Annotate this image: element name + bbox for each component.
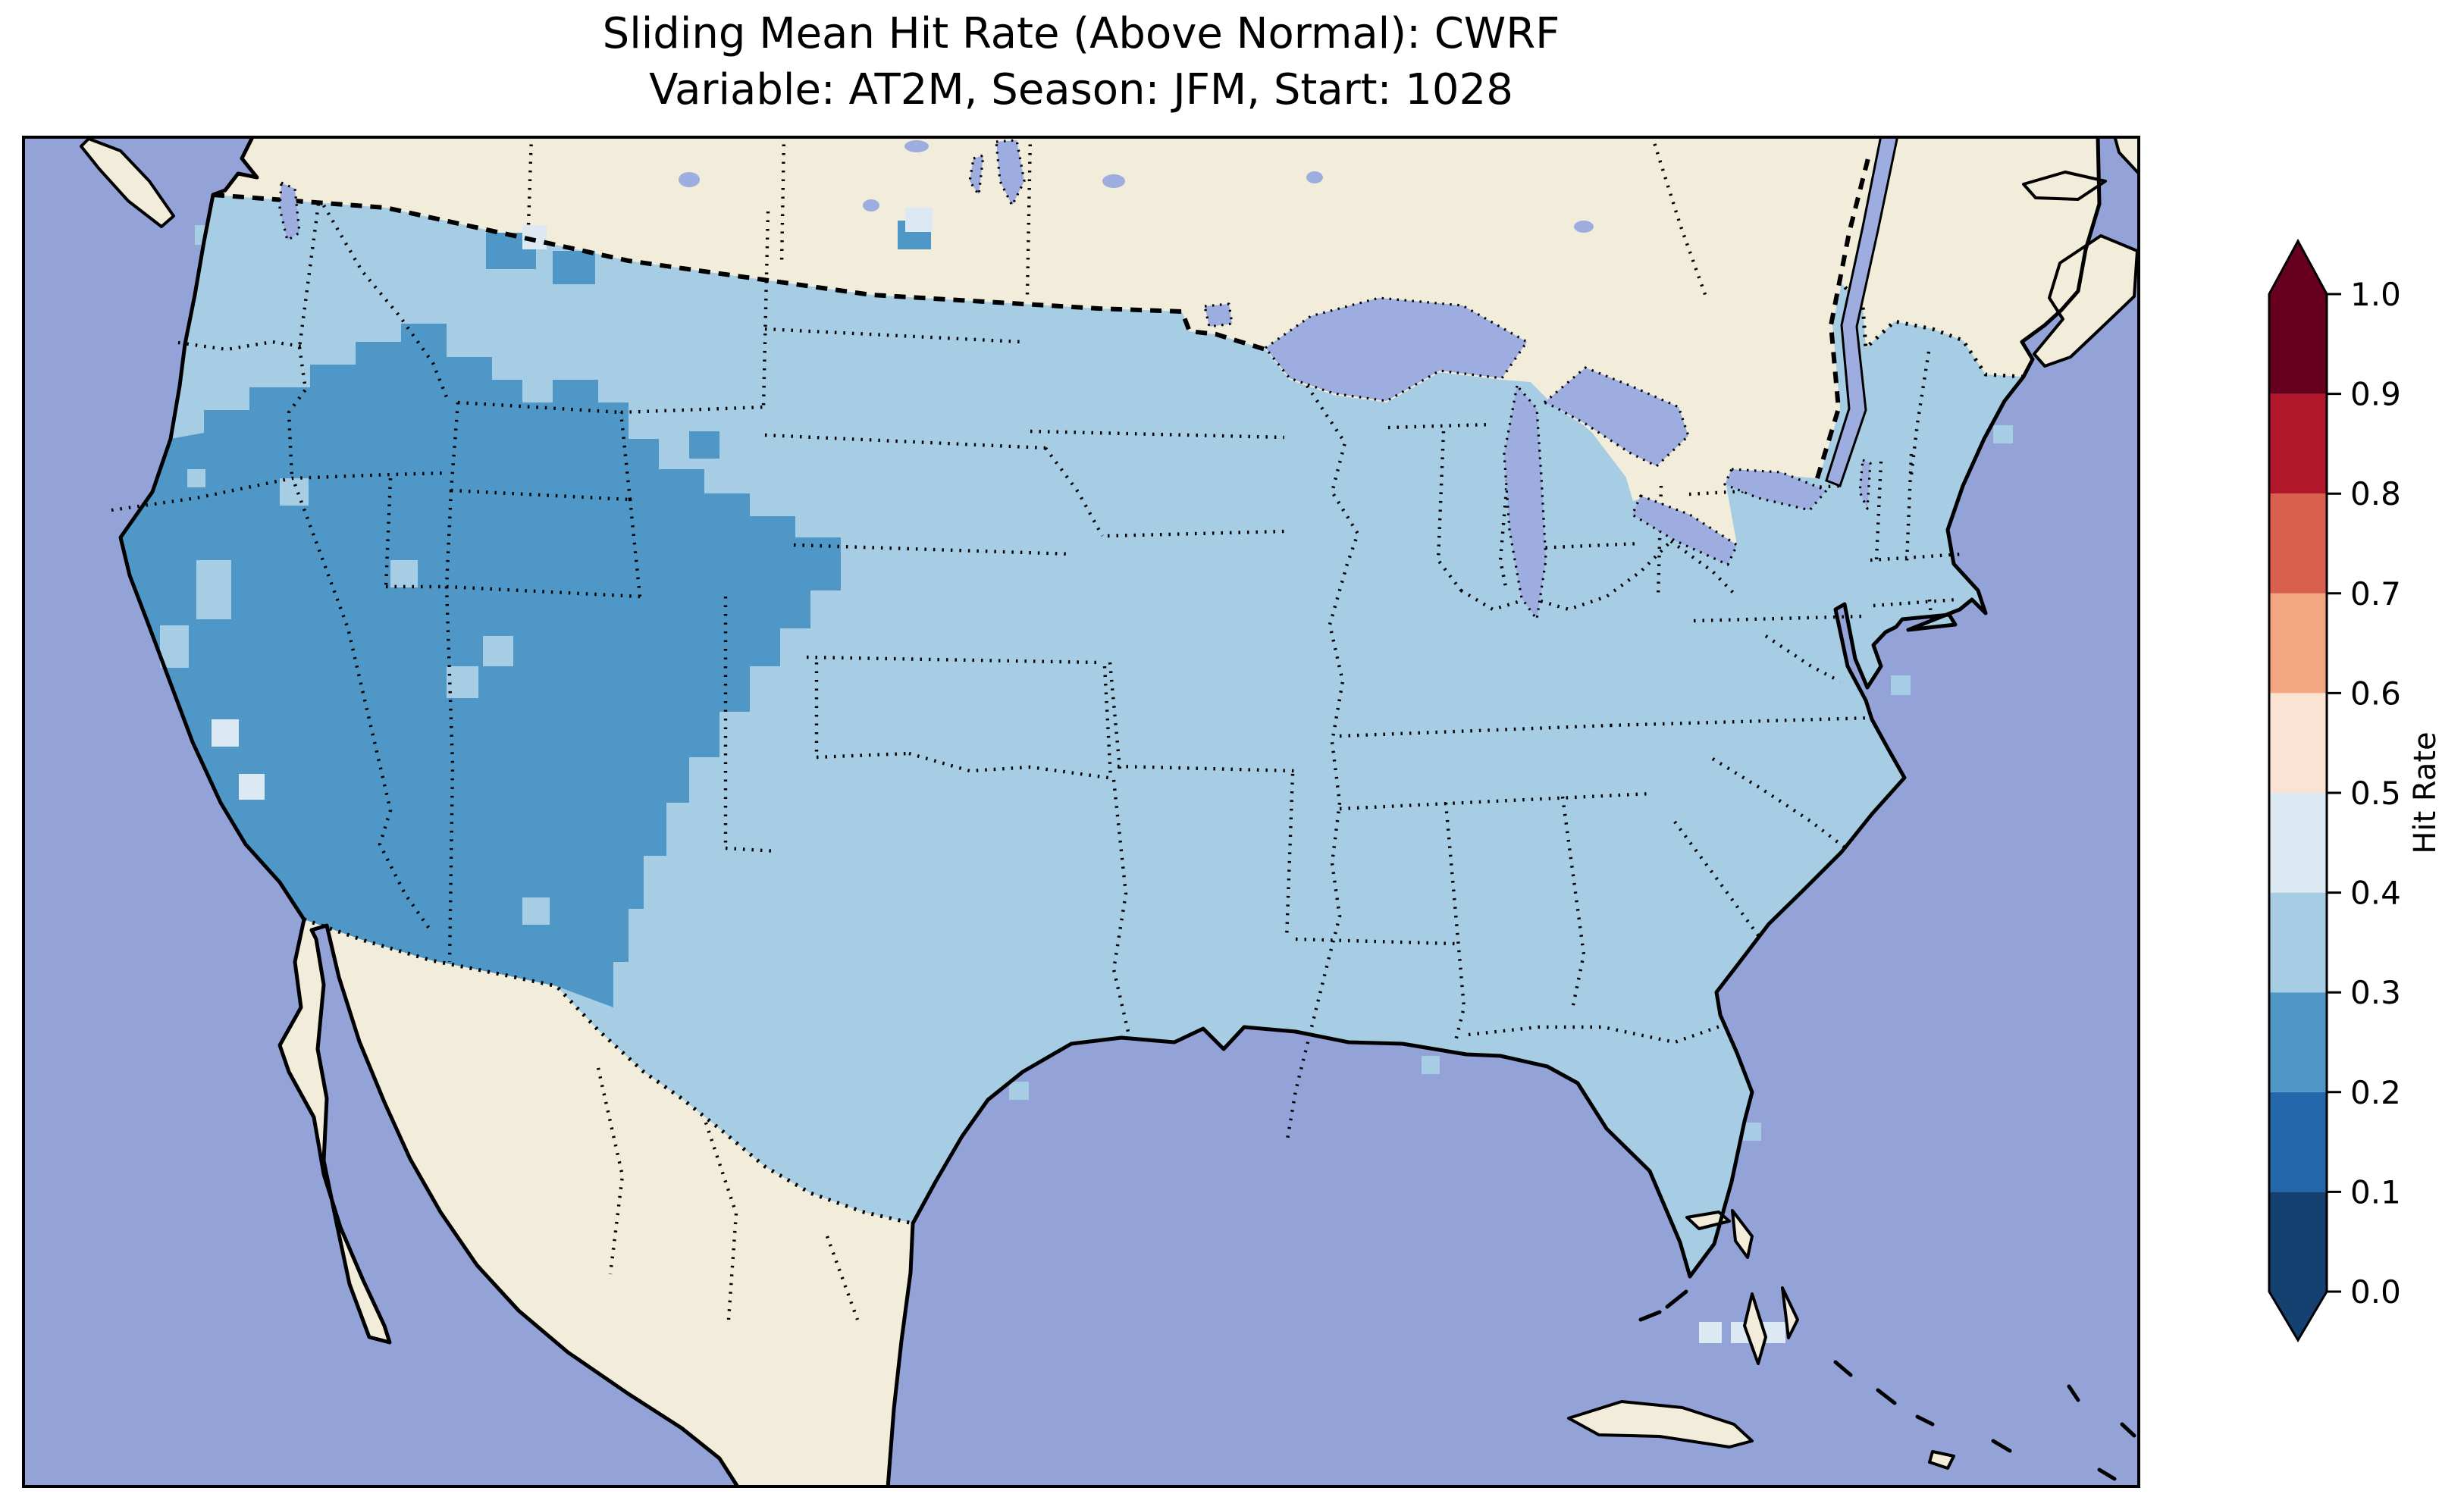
dark-band-cells	[486, 221, 931, 459]
state-borders-west	[111, 203, 777, 963]
colorbar: 1.0 0.9 0.8 0.7 0.6 0.5 0.4 0.3 0.2 0.1 …	[2244, 220, 2464, 1380]
figure-title: Sliding Mean Hit Rate (Above Normal): CW…	[22, 6, 2140, 118]
map-svg	[22, 136, 2140, 1488]
canadian-lake	[1574, 221, 1594, 233]
state-borders-northeast	[1656, 351, 1964, 683]
coastline-gulf-and-atlantic	[886, 136, 2102, 1488]
andros-island	[1743, 1292, 1767, 1365]
map-frame	[22, 136, 2140, 1488]
tick-label-0.5: 0.5	[2350, 775, 2401, 812]
canadian-lake	[1102, 174, 1125, 188]
mid-band-cells	[160, 478, 550, 925]
colorbar-band-8	[2269, 393, 2327, 494]
page-title-line1: Sliding Mean Hit Rate (Above Normal): CW…	[602, 9, 1560, 58]
tick-label-0.1: 0.1	[2350, 1173, 2401, 1211]
prince-edward-island	[2022, 171, 2107, 201]
state-borders-plains	[764, 327, 1296, 1042]
lake-erie	[1631, 494, 1738, 566]
vancouver-island	[80, 137, 175, 228]
florida-keys-and-small-islands	[1638, 1289, 2136, 1481]
state-borders-south	[1284, 716, 1873, 1045]
colorbar-tick-labels: 1.0 0.9 0.8 0.7 0.6 0.5 0.4 0.3 0.2 0.1 …	[2350, 276, 2401, 1311]
canadian-lake	[863, 199, 879, 211]
state-borders-mexico	[596, 1067, 860, 1320]
tick-label-0.9: 0.9	[2350, 376, 2401, 413]
lake-winnipeg	[995, 139, 1026, 207]
coastal-fringe-cells	[187, 225, 2013, 1141]
newfoundland-corner	[2113, 136, 2140, 177]
tick-label-0.3: 0.3	[2350, 974, 2401, 1011]
canadian-lake	[1306, 171, 1323, 183]
colorbar-band-9	[2269, 294, 2327, 394]
lake-michigan	[1503, 384, 1547, 621]
light-band-cells	[212, 208, 1785, 1343]
colorbar-band-1	[2269, 1092, 2327, 1192]
tick-label-0.0: 0.0	[2350, 1273, 2401, 1311]
grand-bahama	[1685, 1211, 1731, 1230]
great-inagua	[1928, 1450, 1955, 1470]
cuba	[1567, 1400, 1754, 1449]
colorbar-band-5	[2269, 693, 2327, 793]
tick-label-0.7: 0.7	[2350, 575, 2401, 612]
lake-of-the-woods	[1203, 302, 1234, 328]
st-lawrence-river	[1825, 136, 1899, 487]
great-lakes-group	[278, 139, 1872, 621]
colorbar-band-7	[2269, 493, 2327, 594]
tick-label-0.2: 0.2	[2350, 1074, 2401, 1111]
tick-label-0.4: 0.4	[2350, 875, 2401, 912]
colorbar-over-arrow	[2269, 241, 2327, 294]
colorbar-band-2	[2269, 992, 2327, 1092]
lake-huron	[1543, 366, 1690, 468]
colorbar-axis-label: Hit Rate	[2408, 731, 2443, 853]
eleuthera-island	[1781, 1286, 1799, 1339]
map-axes	[22, 136, 2140, 1488]
tick-label-1.0: 1.0	[2350, 276, 2401, 313]
colorbar-band-3	[2269, 892, 2327, 993]
lake-superior	[1264, 296, 1528, 402]
colorbar-under-arrow	[2269, 1292, 2327, 1340]
page-title-line2: Variable: AT2M, Season: JFM, Start: 1028	[649, 64, 1513, 114]
colorbar-band-0	[2269, 1192, 2327, 1292]
lake-winnipegosis	[968, 154, 985, 196]
colorbar-band-4	[2269, 793, 2327, 893]
lake-champlain	[1858, 459, 1872, 510]
us-canada-border	[212, 158, 1870, 479]
colorbar-ticks	[2327, 293, 2341, 1293]
tick-label-0.8: 0.8	[2350, 475, 2401, 512]
puget-sound	[278, 181, 301, 242]
coastline-west-and-mexico	[118, 136, 741, 1488]
canadian-lake	[679, 172, 700, 187]
colorbar-band-6	[2269, 593, 2327, 694]
lake-ontario	[1723, 468, 1828, 512]
us-mexico-border	[303, 917, 914, 1226]
tick-label-0.6: 0.6	[2350, 675, 2401, 712]
abaco-island	[1731, 1209, 1754, 1259]
province-borders-canada	[526, 136, 1709, 299]
canadian-lake	[904, 140, 929, 152]
islands-group	[80, 136, 2140, 1470]
colorbar-svg: 1.0 0.9 0.8 0.7 0.6 0.5 0.4 0.3 0.2 0.1 …	[2268, 238, 2443, 1342]
